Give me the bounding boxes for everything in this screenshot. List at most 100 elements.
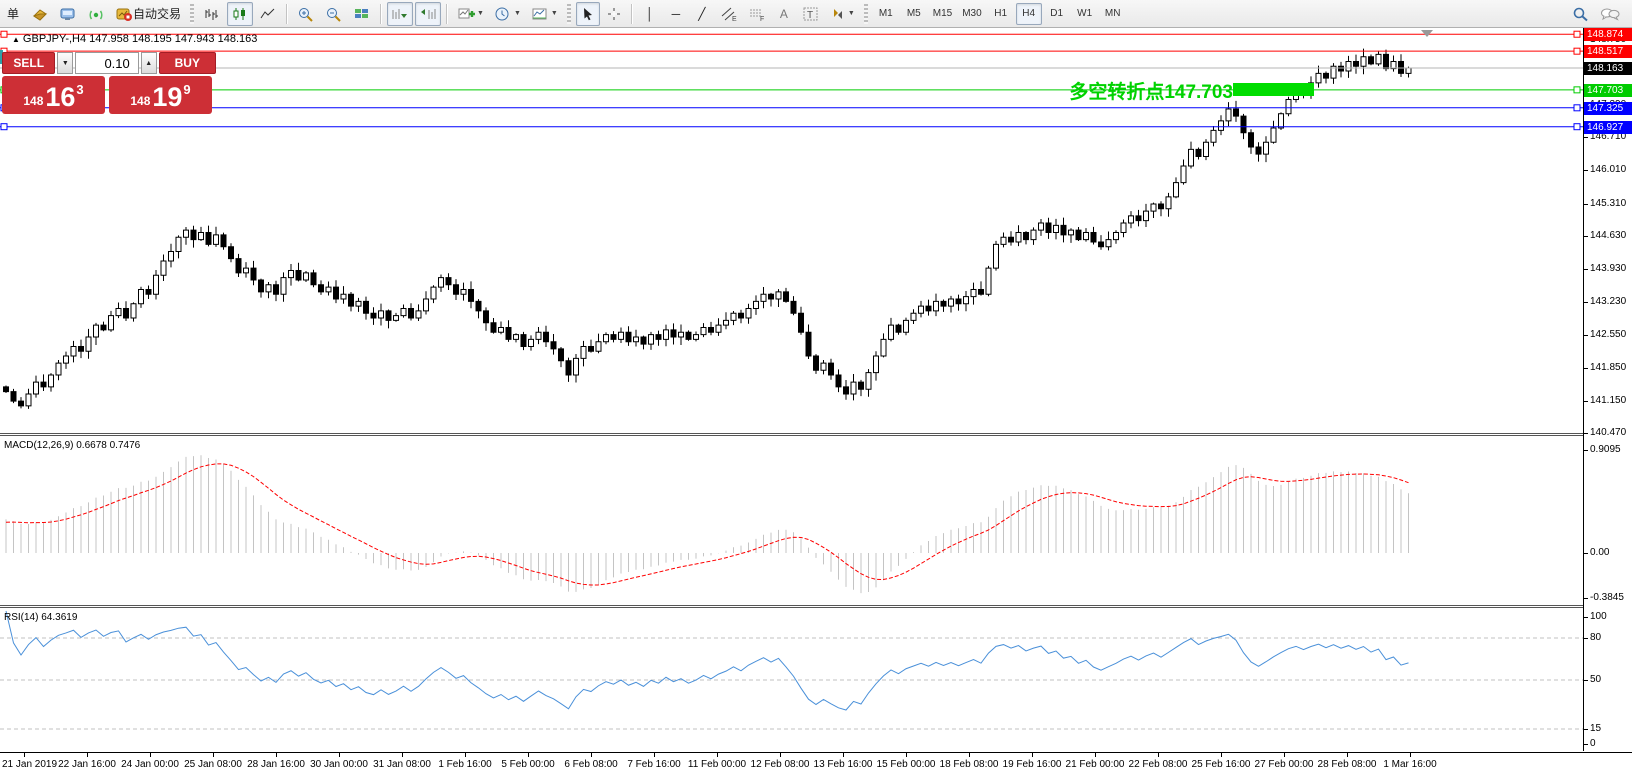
toolbar-grip	[190, 3, 195, 24]
time-tick-mark	[591, 753, 592, 757]
axis-tick-mark	[1584, 433, 1588, 435]
time-axis-label: 15 Feb 00:00	[876, 759, 936, 770]
buy-price-display[interactable]: 148 19 9	[109, 76, 212, 114]
pane-separator[interactable]	[0, 433, 1583, 436]
autotrading-button[interactable]: 自动交易	[111, 2, 185, 26]
axis-tick-mark	[1584, 235, 1588, 237]
fibonacci-button[interactable]: F	[744, 2, 770, 26]
rsi-tick-label: 0	[1590, 738, 1596, 749]
gold-cube-icon-button[interactable]	[27, 2, 53, 26]
text-tool-button[interactable]: A	[772, 2, 796, 26]
price-axis[interactable]: 148.750148.070147.390146.710146.010145.3…	[1583, 28, 1632, 751]
symbol-marker-icon: ▲	[12, 35, 20, 44]
time-tick-mark	[465, 753, 466, 757]
history-center-button[interactable]	[55, 2, 81, 26]
price-tick-label: 146.710	[1590, 131, 1627, 143]
timeframe-button-w1[interactable]: W1	[1077, 8, 1093, 19]
timeframe-button-h1[interactable]: H1	[994, 8, 1008, 19]
volume-input[interactable]: 0.10	[75, 52, 139, 74]
price-tick-label: 146.010	[1590, 164, 1627, 176]
pane-separator[interactable]	[0, 605, 1583, 608]
rsi-indicator-label: RSI(14) 64.3619	[4, 612, 78, 623]
cursor-button[interactable]	[575, 1, 600, 26]
price-level-tag: 146.927	[1584, 120, 1632, 134]
chart-shift-button[interactable]	[415, 1, 442, 26]
chevron-down-icon: ▼	[477, 10, 484, 17]
price-tick-label: 144.630	[1590, 229, 1627, 241]
timeframe-button-mn[interactable]: MN	[1104, 8, 1121, 19]
signal-button[interactable]	[83, 2, 109, 26]
autotrading-label: 自动交易	[133, 7, 182, 21]
time-axis-label: 19 Feb 16:00	[1002, 759, 1062, 770]
time-axis-label: 12 Feb 08:00	[750, 759, 810, 770]
one-click-panel-tab[interactable]	[0, 50, 3, 64]
timeframe-button-m15[interactable]: M15	[932, 8, 953, 19]
clock-icon	[495, 7, 509, 20]
text-label-button[interactable]: T	[798, 2, 824, 26]
time-tick-mark	[1410, 753, 1411, 757]
toolbar-separator	[286, 3, 289, 24]
time-tick-mark	[1347, 753, 1348, 757]
rsi-tick-label: 50	[1590, 674, 1602, 685]
arrows-dropdown-button[interactable]: ▼	[826, 2, 859, 26]
sell-button[interactable]: SELL	[2, 52, 56, 74]
price-tick-label: 140.470	[1590, 427, 1627, 439]
axis-tick-mark	[1584, 170, 1588, 172]
text-tool-icon: A	[779, 6, 788, 21]
new-order-button[interactable]: 单	[1, 2, 25, 26]
crosshair-button[interactable]	[602, 2, 626, 26]
axis-tick-mark	[1584, 269, 1588, 271]
trendline-button[interactable]: ╱	[690, 2, 714, 26]
sell-price-display[interactable]: 148 16 3	[2, 76, 105, 114]
timeframe-button-d1[interactable]: D1	[1050, 8, 1064, 19]
toolbar-grip	[566, 3, 571, 24]
tile-windows-button[interactable]	[349, 2, 375, 26]
chart-area[interactable]: ▲ GBPJPY-,H4 147.958 148.195 147.943 148.…	[0, 28, 1583, 751]
time-axis-label: 28 Feb 08:00	[1317, 759, 1377, 770]
timeframe-button-m5[interactable]: M5	[906, 8, 921, 19]
zoom-in-icon	[299, 7, 313, 22]
autoscroll-button[interactable]	[387, 1, 414, 26]
bar-chart-button[interactable]	[199, 2, 225, 26]
volume-increase-button[interactable]: ▲	[140, 52, 157, 74]
candlestick-chart-button[interactable]	[227, 1, 254, 26]
zoom-out-button[interactable]	[321, 2, 347, 26]
rsi-tick-label: 15	[1590, 723, 1602, 734]
axis-tick-mark	[1584, 203, 1588, 205]
zoom-in-button[interactable]	[293, 2, 319, 26]
autoscroll-icon	[392, 8, 408, 19]
price-level-tag: 147.325	[1584, 101, 1632, 115]
equidistant-channel-button[interactable]: E	[716, 2, 742, 26]
chat-button[interactable]	[1596, 2, 1624, 26]
horizontal-line-button[interactable]: ─	[664, 2, 688, 26]
toolbar-separator	[630, 3, 633, 24]
templates-dropdown-button[interactable]: ▼	[527, 2, 562, 26]
time-axis-label: 6 Feb 08:00	[564, 759, 618, 770]
time-tick-mark	[1284, 753, 1285, 757]
sell-price-main: 16	[45, 82, 76, 112]
timeframe-button-m1[interactable]: M1	[878, 8, 893, 19]
price-level-tag: 148.874	[1584, 28, 1632, 42]
line-chart-icon	[260, 8, 275, 18]
timeframe-button-m30[interactable]: M30	[962, 8, 982, 19]
time-tick-mark	[528, 753, 529, 757]
indicators-dropdown-button[interactable]: ▼	[453, 2, 488, 26]
search-button[interactable]	[1568, 2, 1594, 26]
pivot-highlight-box[interactable]	[1233, 82, 1314, 96]
indicators-add-icon	[458, 8, 476, 18]
price-tick-label: 143.230	[1590, 296, 1627, 308]
volume-decrease-button[interactable]: ▼	[57, 52, 74, 74]
price-level-tag: 147.703	[1584, 83, 1632, 97]
time-axis-label: 31 Jan 08:00	[373, 759, 431, 770]
line-chart-button[interactable]	[255, 2, 281, 26]
cloud-monitor-icon	[60, 8, 75, 20]
buy-button[interactable]: BUY	[158, 52, 217, 74]
axis-tick-mark	[1584, 553, 1588, 554]
axis-tick-mark	[1584, 401, 1588, 403]
vertical-line-button[interactable]: │	[638, 2, 662, 26]
time-tick-mark	[780, 753, 781, 757]
periods-dropdown-button[interactable]: ▼	[490, 2, 525, 26]
axis-tick-mark	[1584, 729, 1588, 730]
timeframe-button-h4[interactable]: H4	[1015, 2, 1042, 25]
time-axis[interactable]: 21 Jan 2019 22 Jan 16:00 24 Jan 00:00 25 Ja…	[0, 752, 1632, 774]
